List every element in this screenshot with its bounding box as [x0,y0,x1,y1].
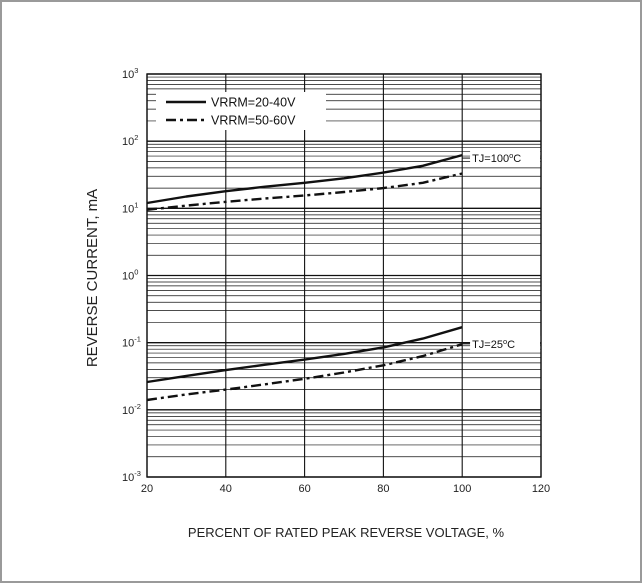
legend-label-50-60v: VRRM=50-60V [211,114,296,128]
y-tick-label: 101 [122,200,138,215]
x-tick-label: 80 [377,483,389,495]
annotation-label: TJ=100oC [472,151,521,165]
annotations: TJ=100oC TJ=25oC [462,150,541,351]
y-tick-label: 10-3 [122,469,141,484]
y-tick-label: 10-2 [122,402,141,417]
x-tick-label: 60 [298,483,310,495]
grid [146,73,542,478]
annotation-label: TJ=25oC [472,337,515,351]
y-tick-label: 100 [122,268,138,283]
x-tick-label: 20 [141,483,153,495]
x-tick-label: 100 [453,483,471,495]
legend-label-20-40v: VRRM=20-40V [211,96,296,110]
y-tick-label: 102 [122,133,138,148]
tick-labels: 20 40 60 80 100 120 10-3 10-2 10-1 100 101 102 103 [122,66,550,495]
legend-box [156,92,326,130]
legend: VRRM=20-40V VRRM=50-60V [156,92,326,130]
series-lines [146,153,463,402]
plot-border [146,73,542,478]
y-tick-label: 103 [122,66,138,81]
x-tick-label: 120 [532,483,550,495]
y-tick-label: 10-1 [122,335,141,350]
x-axis-title: PERCENT OF RATED PEAK REVERSE VOLTAGE, % [188,525,505,540]
x-tick-label: 40 [220,483,232,495]
y-axis-title: REVERSE CURRENT, mA [84,189,101,367]
annotation-bg [470,150,541,166]
annotation-bg [470,335,541,351]
series-line-0 [146,153,463,205]
series-line-2 [146,326,463,384]
